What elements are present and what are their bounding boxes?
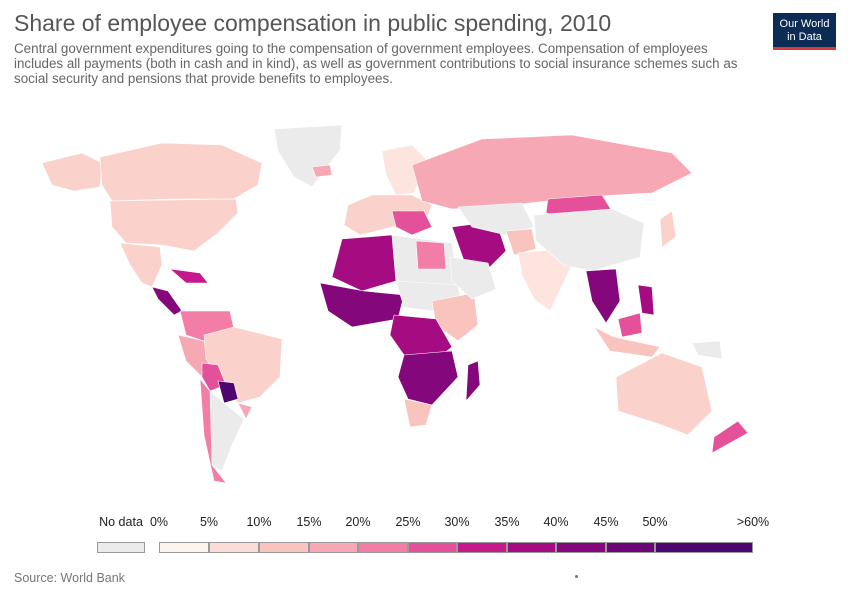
legend-swatch[interactable]	[507, 542, 556, 553]
map-region-southern-africa[interactable]	[397, 350, 459, 406]
timeline-dot	[575, 575, 578, 578]
legend-tick: 35%	[494, 515, 520, 529]
legend-swatch-no-data[interactable]	[97, 542, 145, 553]
legend-swatch[interactable]	[209, 542, 259, 553]
legend-tick: 45%	[593, 515, 619, 529]
map-region-alaska[interactable]	[41, 152, 103, 192]
map-region-australia[interactable]	[615, 352, 713, 436]
map-region-north-africa[interactable]	[331, 234, 397, 292]
map-region-japan[interactable]	[659, 210, 677, 248]
map-region-paraguay[interactable]	[217, 380, 239, 404]
logo-accent-bar	[773, 47, 836, 50]
legend-tick: 20%	[345, 515, 371, 529]
map-region-scandinavia[interactable]	[381, 144, 429, 196]
map-region-chile[interactable]	[199, 378, 227, 484]
map-region-png[interactable]	[691, 340, 723, 360]
map-region-iceland[interactable]	[311, 164, 333, 178]
map-region-egypt[interactable]	[415, 240, 447, 270]
map-region-mexico[interactable]	[119, 242, 163, 288]
map-region-balkans[interactable]	[391, 210, 433, 236]
legend-tick: 10%	[246, 515, 272, 529]
legend-tick: 30%	[444, 515, 470, 529]
map-region-southeast-asia[interactable]	[585, 268, 621, 324]
legend-swatch[interactable]	[259, 542, 309, 553]
map-region-south-africa[interactable]	[403, 398, 433, 428]
map-region-canada[interactable]	[99, 142, 263, 202]
map-region-arabia[interactable]	[449, 256, 497, 300]
legend-swatch[interactable]	[556, 542, 606, 553]
legend-swatch[interactable]	[309, 542, 358, 553]
map-region-usa[interactable]	[109, 198, 239, 252]
map-region-madagascar[interactable]	[465, 360, 481, 402]
map-region-china[interactable]	[533, 208, 645, 272]
legend-tick: 40%	[543, 515, 569, 529]
source-note[interactable]: Source: World Bank	[14, 571, 125, 585]
legend-swatch[interactable]	[358, 542, 408, 553]
legend-tick: 25%	[395, 515, 421, 529]
legend-swatch[interactable]	[457, 542, 507, 553]
legend-swatch[interactable]	[655, 542, 753, 553]
map-region-new-zealand[interactable]	[711, 420, 749, 454]
legend-swatch[interactable]	[159, 542, 209, 553]
legend-tick: >60%	[736, 515, 770, 529]
map-region-russia[interactable]	[411, 134, 693, 210]
map-region-borneo[interactable]	[617, 312, 643, 338]
legend-label-no-data: No data	[99, 515, 143, 529]
legend-tick: 50%	[642, 515, 668, 529]
legend-tick: 15%	[296, 515, 322, 529]
legend-tick: 5%	[199, 515, 219, 529]
legend-tick: 0%	[149, 515, 169, 529]
map-region-uruguay[interactable]	[237, 402, 253, 420]
legend-swatch[interactable]	[408, 542, 457, 553]
map-region-greenland[interactable]	[273, 124, 343, 188]
logo-line-2: in Data	[787, 31, 822, 43]
logo-line-1: Our World	[779, 18, 830, 30]
map-region-afghanistan[interactable]	[505, 228, 537, 256]
map-region-caribbean[interactable]	[169, 268, 209, 284]
map-region-indonesia[interactable]	[593, 326, 661, 358]
map-region-central-america[interactable]	[151, 286, 183, 316]
chart-title: Share of employee compensation in public…	[14, 10, 612, 36]
chart-subtitle: Central government expenditures going to…	[14, 41, 738, 86]
legend-swatch[interactable]	[606, 542, 655, 553]
map-region-philippines[interactable]	[637, 284, 655, 316]
owid-logo[interactable]: Our World in Data	[773, 13, 836, 50]
world-map	[41, 124, 749, 484]
